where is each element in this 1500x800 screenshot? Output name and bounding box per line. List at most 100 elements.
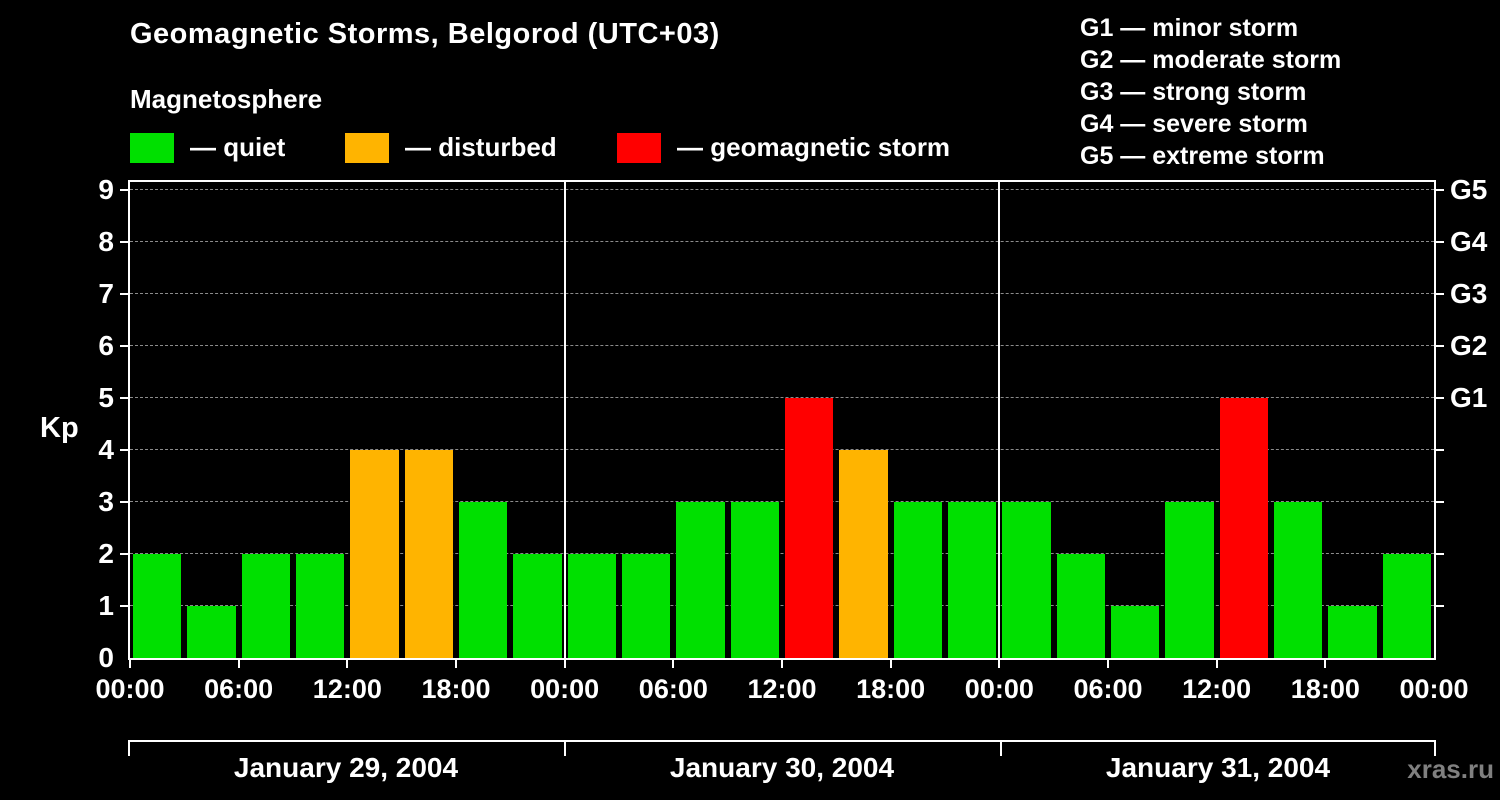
storm-color-swatch: [617, 132, 661, 163]
kp-bar: [513, 554, 562, 658]
date-axis-tick: [564, 740, 566, 756]
g-scale-label: G2: [1450, 330, 1488, 361]
y-axis-tick: [120, 241, 128, 243]
watermark: xras.ru: [1407, 754, 1494, 784]
x-axis-tick: [998, 660, 1001, 668]
y-axis-tick: [120, 345, 128, 347]
kp-bar: [459, 502, 508, 658]
kp-bar: [1274, 502, 1323, 658]
y-axis-tick-right: [1436, 345, 1444, 347]
y-axis-label: 5: [98, 382, 114, 413]
y-axis-label: 8: [98, 226, 114, 257]
x-axis-label: 12:00: [312, 674, 382, 704]
x-axis-label: 18:00: [1290, 674, 1360, 704]
g1-legend-line: G1 — minor storm: [1080, 14, 1299, 42]
x-axis-tick: [672, 660, 675, 668]
y-axis-label: 2: [98, 538, 114, 569]
x-axis-label: 18:00: [856, 674, 926, 704]
date-axis-tick: [1000, 740, 1002, 756]
gridline: [130, 553, 1434, 554]
legend-item-quiet: — quiet: [130, 132, 285, 163]
date-axis-tick: [1434, 740, 1436, 756]
date-label: January 30, 2004: [669, 752, 895, 783]
y-axis-label: 4: [98, 434, 114, 465]
y-axis-label: 3: [98, 486, 114, 517]
x-axis-label: 00:00: [95, 674, 165, 704]
day-separator: [998, 182, 1001, 658]
kp-bar: [187, 606, 236, 658]
kp-bar: [1328, 606, 1377, 658]
y-axis-tick: [120, 397, 128, 399]
legend-item-disturbed: — disturbed: [345, 132, 557, 163]
date-axis-line: [128, 740, 1436, 742]
g-scale-label: G5: [1450, 174, 1488, 205]
x-axis-tick: [889, 660, 892, 668]
y-axis-tick: [120, 553, 128, 555]
x-axis-label: 06:00: [638, 674, 708, 704]
kp-bar: [567, 554, 616, 658]
day-separator: [563, 182, 566, 658]
quiet-color-swatch: [130, 132, 174, 163]
x-axis-label: 00:00: [1399, 674, 1469, 704]
chart-title: Geomagnetic Storms, Belgorod (UTC+03): [130, 18, 720, 50]
gridline: [130, 293, 1434, 294]
gridline: [130, 241, 1434, 242]
kp-bar: [893, 502, 942, 658]
y-axis-tick-right: [1436, 449, 1444, 451]
kp-bar: [404, 450, 453, 658]
g-scale-label: G4: [1450, 226, 1488, 257]
y-axis-tick: [120, 605, 128, 607]
disturbed-color-swatch: [345, 132, 389, 163]
date-label: January 31, 2004: [1105, 752, 1331, 783]
y-axis-tick-right: [1436, 189, 1444, 191]
plot-area: [128, 180, 1436, 660]
gridline: [130, 449, 1434, 450]
disturbed-label: — disturbed: [405, 132, 557, 162]
g3-legend-line: G3 — strong storm: [1080, 78, 1307, 106]
x-axis-label: 12:00: [1182, 674, 1252, 704]
y-axis-label: 9: [98, 174, 114, 205]
y-axis-tick-right: [1436, 605, 1444, 607]
kp-bar: [622, 554, 671, 658]
kp-bar: [1219, 398, 1268, 658]
x-axis-tick: [237, 660, 240, 668]
kp-bar: [839, 450, 888, 658]
gridline: [130, 605, 1434, 606]
x-axis-tick: [1215, 660, 1218, 668]
g4-legend-line: G4 — severe storm: [1080, 110, 1308, 138]
x-axis-label: 12:00: [747, 674, 817, 704]
kp-bar: [785, 398, 834, 658]
kp-bar: [1165, 502, 1214, 658]
gridline: [130, 189, 1434, 190]
x-axis-tick: [346, 660, 349, 668]
y-axis-label: 1: [98, 590, 114, 621]
kp-bar: [241, 554, 290, 658]
gridline: [130, 345, 1434, 346]
x-axis-label: 18:00: [421, 674, 491, 704]
gridline: [130, 501, 1434, 502]
storm-label: — geomagnetic storm: [677, 132, 951, 162]
g-scale-label: G1: [1450, 382, 1488, 413]
x-axis-tick: [781, 660, 783, 668]
kp-bar: [676, 502, 725, 658]
x-axis-tick: [129, 660, 131, 668]
y-axis-tick: [120, 449, 128, 451]
x-axis-label: 00:00: [964, 674, 1034, 704]
y-axis-tick-right: [1436, 501, 1444, 503]
kp-bar: [1382, 554, 1431, 658]
magnetosphere-label: Magnetosphere: [130, 84, 323, 114]
kp-bar: [1002, 502, 1051, 658]
x-axis-tick: [1324, 660, 1327, 668]
y-axis-tick: [120, 293, 128, 295]
kp-bar: [1111, 606, 1160, 658]
y-axis-tick-right: [1436, 553, 1444, 555]
y-axis-label: 6: [98, 330, 114, 361]
x-axis-tick: [455, 660, 457, 668]
g-scale-label: G3: [1450, 278, 1488, 309]
x-axis-tick: [1107, 660, 1109, 668]
kp-bar: [350, 450, 399, 658]
y-axis-title: Kp: [40, 412, 79, 444]
kp-bar: [296, 554, 345, 658]
legend-item-storm: — geomagnetic storm: [617, 132, 950, 163]
